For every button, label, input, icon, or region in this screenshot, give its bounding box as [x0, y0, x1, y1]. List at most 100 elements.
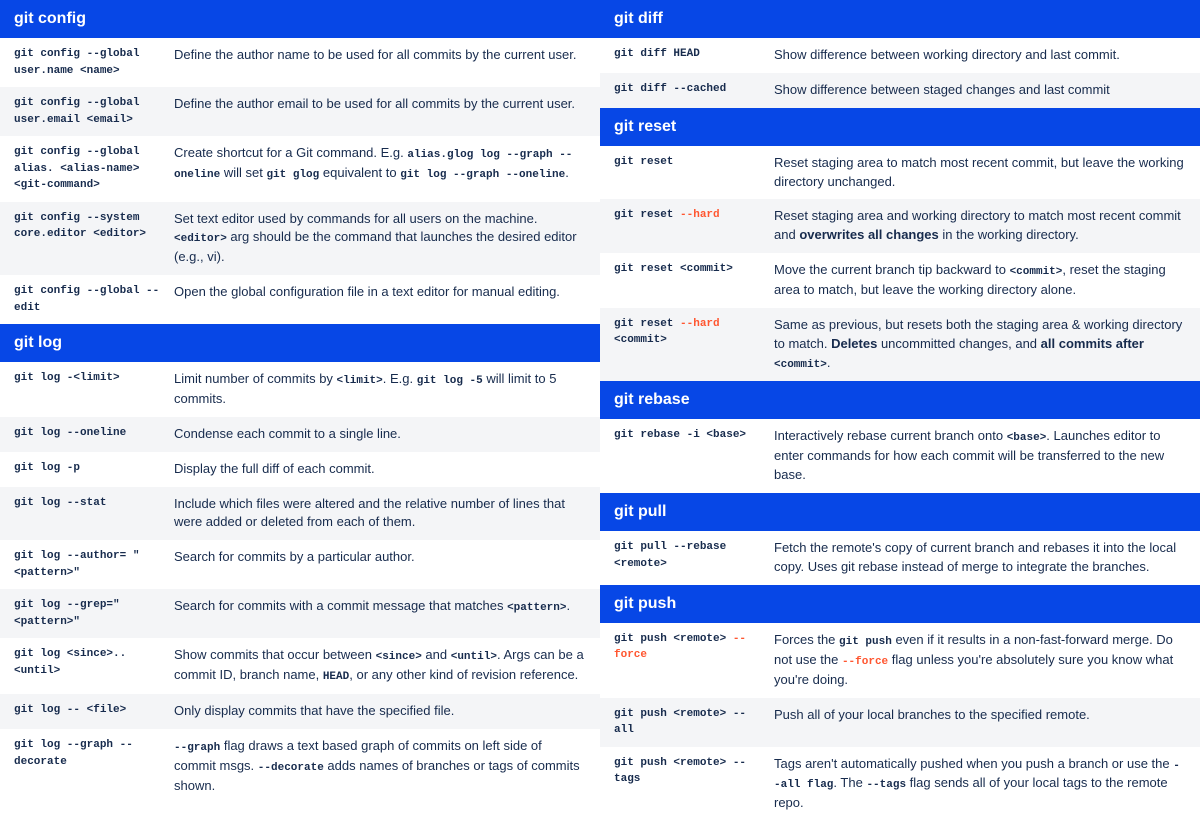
command-text: git log --stat	[14, 495, 174, 512]
description-text: Same as previous, but resets both the st…	[774, 316, 1186, 374]
inline-code: --graph	[174, 742, 220, 754]
table-row: git push <remote> --force Forces the git…	[600, 623, 1200, 698]
desc-part: Create shortcut for a Git command. E.g.	[174, 145, 407, 160]
description-text: Only display commits that have the speci…	[174, 702, 586, 721]
inline-code: git log -5	[417, 375, 483, 387]
table-row: git rebase -i <base> Interactively rebas…	[600, 419, 1200, 493]
command-text: git reset --hard <commit>	[614, 316, 774, 349]
command-text: git reset	[614, 154, 774, 171]
description-text: Show commits that occur between <since> …	[174, 646, 586, 686]
description-text: Limit number of commits by <limit>. E.g.…	[174, 370, 586, 409]
inline-code: HEAD	[323, 671, 349, 683]
table-row: git log --grep="<pattern>" Search for co…	[0, 589, 600, 638]
command-text: git push <remote> --all	[614, 706, 774, 739]
desc-part: .	[565, 165, 569, 180]
description-text: Show difference between working director…	[774, 46, 1186, 65]
command-text: git reset --hard	[614, 207, 774, 224]
table-row: git push <remote> --tags Tags aren't aut…	[600, 747, 1200, 822]
inline-code: git log --graph --oneline	[400, 169, 565, 181]
command-text: git log <since>..<until>	[14, 646, 174, 679]
table-row: git config --global user.name <name> Def…	[0, 38, 600, 87]
table-row: git log --oneline Condense each commit t…	[0, 417, 600, 452]
inline-code: --tags	[866, 779, 906, 791]
table-row: git config --global --edit Open the glob…	[0, 275, 600, 324]
left-column: git config git config --global user.name…	[0, 0, 600, 821]
command-text: git log -<limit>	[14, 370, 174, 387]
desc-bold: overwrites all changes	[799, 227, 938, 242]
description-text: Define the author name to be used for al…	[174, 46, 586, 65]
desc-bold: Deletes	[831, 336, 877, 351]
inline-code: <since>	[376, 651, 422, 663]
cmd-part: git reset	[614, 209, 680, 221]
command-text: git config --system core.editor <editor>	[14, 210, 174, 243]
desc-part: Forces the	[774, 632, 839, 647]
section-header-log: git log	[0, 324, 600, 362]
command-text: git config --global --edit	[14, 283, 174, 316]
cmd-part: git push <remote>	[614, 633, 733, 645]
section-header-config: git config	[0, 0, 600, 38]
section-header-rebase: git rebase	[600, 381, 1200, 419]
table-row: git log --stat Include which files were …	[0, 487, 600, 541]
table-row: git config --system core.editor <editor>…	[0, 202, 600, 276]
table-row: git log --graph --decorate --graph flag …	[0, 729, 600, 804]
description-text: Move the current branch tip backward to …	[774, 261, 1186, 300]
desc-part: Interactively rebase current branch onto	[774, 428, 1007, 443]
table-row: git log -p Display the full diff of each…	[0, 452, 600, 487]
description-text: Reset staging area and working directory…	[774, 207, 1186, 245]
description-text: Push all of your local branches to the s…	[774, 706, 1186, 725]
inline-code: <until>	[451, 651, 497, 663]
danger-flag: --hard	[680, 318, 720, 330]
table-row: git diff --cached Show difference betwee…	[600, 73, 1200, 108]
description-text: Interactively rebase current branch onto…	[774, 427, 1186, 485]
inline-code: <base>	[1007, 432, 1047, 444]
table-row: git reset --hard Reset staging area and …	[600, 199, 1200, 253]
desc-bold: all commits after	[1041, 336, 1144, 351]
desc-part: . The	[833, 775, 866, 790]
command-text: git reset <commit>	[614, 261, 774, 278]
table-row: git log <since>..<until> Show commits th…	[0, 638, 600, 694]
command-text: git log -- <file>	[14, 702, 174, 719]
desc-part: uncommitted changes, and	[877, 336, 1040, 351]
desc-part: . E.g.	[383, 371, 417, 386]
table-row: git config --global user.email <email> D…	[0, 87, 600, 136]
description-text: Display the full diff of each commit.	[174, 460, 586, 479]
description-text: Show difference between staged changes a…	[774, 81, 1186, 100]
table-row: git pull --rebase <remote> Fetch the rem…	[600, 531, 1200, 585]
desc-part: Move the current branch tip backward to	[774, 262, 1010, 277]
table-row: git reset --hard <commit> Same as previo…	[600, 308, 1200, 382]
command-text: git log --graph --decorate	[14, 737, 174, 770]
section-header-reset: git reset	[600, 108, 1200, 146]
description-text: Reset staging area to match most recent …	[774, 154, 1186, 192]
desc-part: Show commits that occur between	[174, 647, 376, 662]
description-text: Condense each commit to a single line.	[174, 425, 586, 444]
inline-code: <limit>	[337, 375, 383, 387]
command-text: git log -p	[14, 460, 174, 477]
command-text: git pull --rebase <remote>	[614, 539, 774, 572]
description-text: Search for commits with a commit message…	[174, 597, 586, 617]
description-text: Fetch the remote's copy of current branc…	[774, 539, 1186, 577]
table-row: git config --global alias. <alias-name> …	[0, 136, 600, 202]
description-text: Search for commits by a particular autho…	[174, 548, 586, 567]
command-text: git push <remote> --force	[614, 631, 774, 664]
cmd-part: <commit>	[614, 334, 667, 346]
table-row: git reset <commit> Move the current bran…	[600, 253, 1200, 308]
command-text: git config --global alias. <alias-name> …	[14, 144, 174, 194]
command-text: git config --global user.name <name>	[14, 46, 174, 79]
inline-code: git push	[839, 636, 892, 648]
description-text: Tags aren't automatically pushed when yo…	[774, 755, 1186, 814]
description-text: --graph flag draws a text based graph of…	[174, 737, 586, 796]
command-text: git log --oneline	[14, 425, 174, 442]
desc-part: .	[827, 355, 831, 370]
desc-part: in the working directory.	[939, 227, 1079, 242]
description-text: Open the global configuration file in a …	[174, 283, 586, 302]
desc-part: arg should be the command that launches …	[174, 229, 577, 264]
table-row: git push <remote> --all Push all of your…	[600, 698, 1200, 747]
desc-part: Tags aren't automatically pushed when yo…	[774, 756, 1173, 771]
desc-part: equivalent to	[319, 165, 400, 180]
cmd-part: git reset	[614, 318, 680, 330]
inline-code: <commit>	[1010, 266, 1063, 278]
danger-flag: --force	[842, 656, 888, 668]
inline-code: --decorate	[258, 762, 324, 774]
desc-part: will set	[220, 165, 266, 180]
command-text: git diff HEAD	[614, 46, 774, 63]
